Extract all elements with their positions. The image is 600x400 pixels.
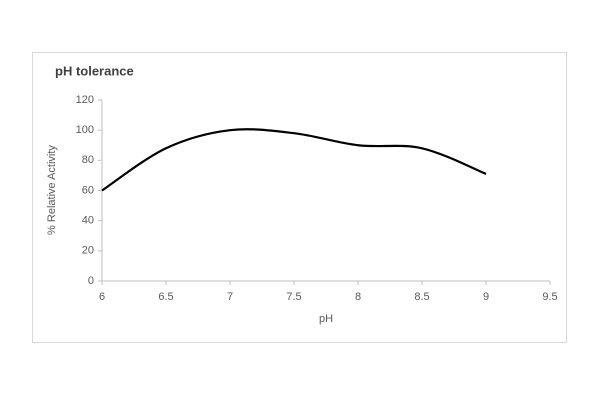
y-tick-label: 60 xyxy=(82,184,94,196)
data-line xyxy=(101,128,487,192)
y-tick-label: 0 xyxy=(88,275,94,287)
x-tick-label: 9.5 xyxy=(542,291,557,303)
x-tick-label: 9 xyxy=(483,291,489,303)
y-axis-label: % Relative Activity xyxy=(46,145,58,235)
x-axis-label: pH xyxy=(319,313,333,325)
x-tick-label: 6 xyxy=(99,291,105,303)
chart-title: pH tolerance xyxy=(55,63,134,78)
x-tick-label: 6.5 xyxy=(158,291,173,303)
x-tick-label: 7 xyxy=(227,291,233,303)
y-tick-label: 80 xyxy=(82,154,94,166)
chart-frame xyxy=(32,52,567,343)
y-tick-label: 20 xyxy=(82,245,94,257)
x-tick-label: 8 xyxy=(355,291,361,303)
y-tick-label: 100 xyxy=(76,124,94,136)
x-tick-label: 8.5 xyxy=(414,291,429,303)
x-tick-label: 7.5 xyxy=(286,291,301,303)
y-tick-label: 120 xyxy=(76,94,94,106)
y-tick-label: 40 xyxy=(82,215,94,227)
